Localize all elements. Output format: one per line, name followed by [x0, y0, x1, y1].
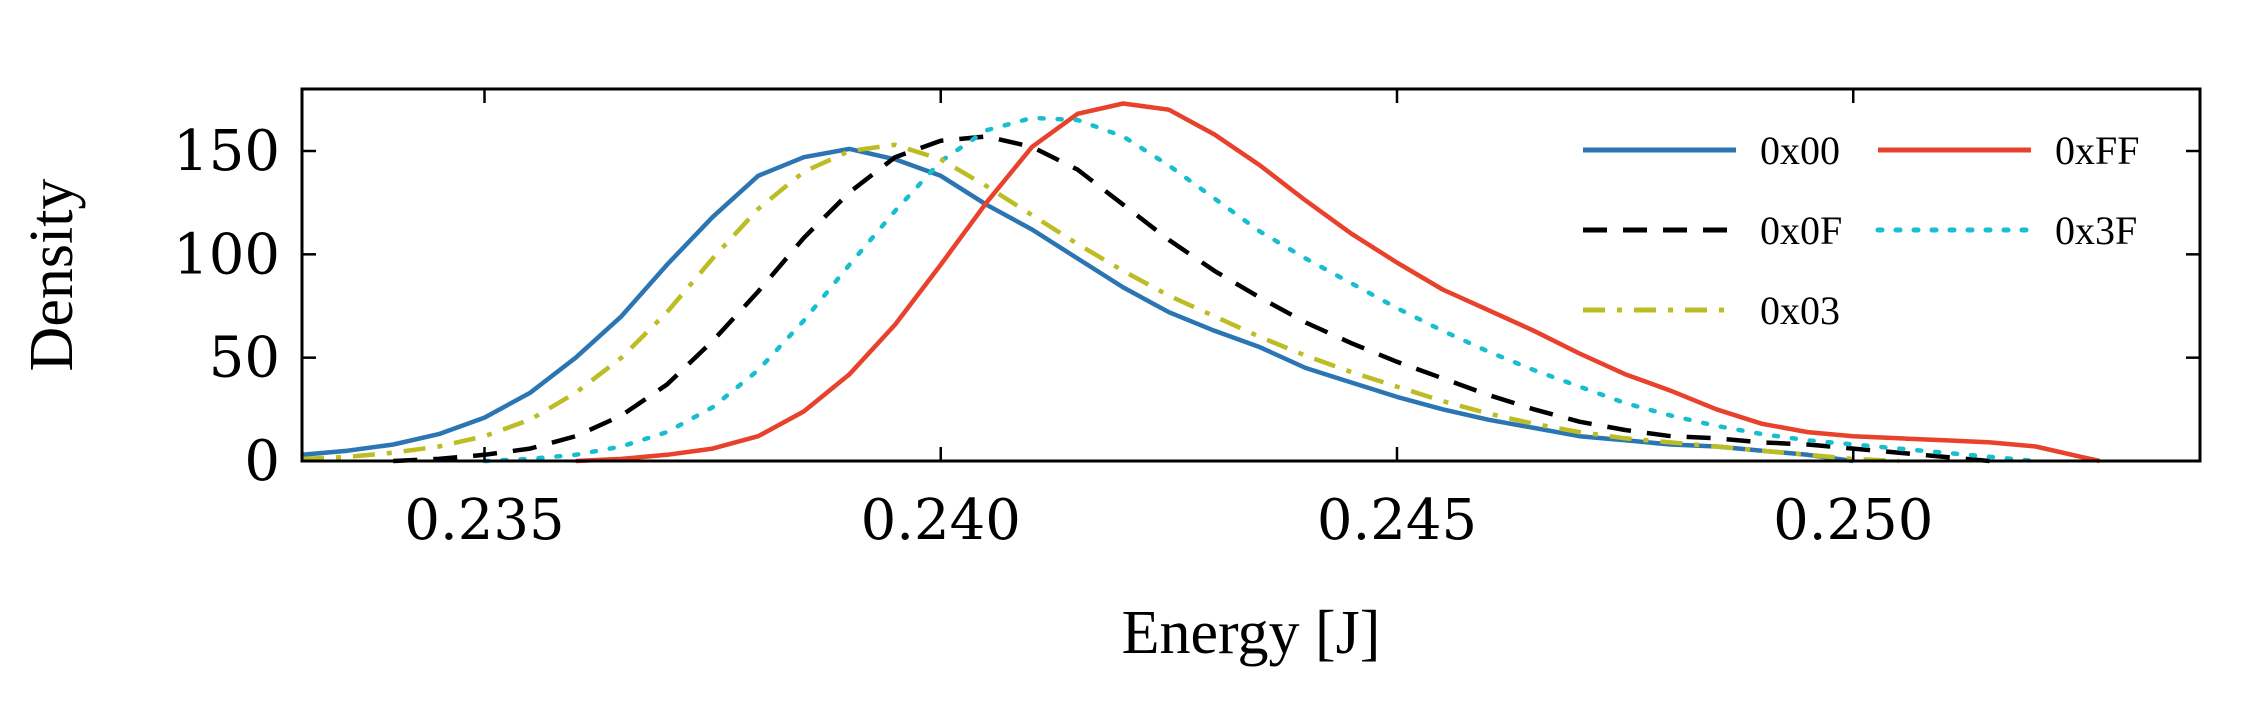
- y-axis-title: Density: [18, 179, 86, 372]
- series-line-0xff: [575, 101, 2101, 464]
- ticks-layer: 0.235 0.240 0.245 0.250 0 50 100 150: [173, 89, 2200, 553]
- y-tick-label: 0: [244, 429, 280, 494]
- y-tick-label: 150: [173, 119, 280, 184]
- series-line-0x03: [301, 142, 1900, 464]
- legend-label-0x3f: 0x3F: [2055, 208, 2137, 253]
- legend-label-0x03: 0x03: [1760, 288, 1840, 333]
- series-line-0x3f: [482, 115, 2038, 464]
- legend: 0x00 0xFF 0x0F 0x3F 0x03: [1583, 128, 2140, 333]
- plot-frame: [300, 87, 2202, 463]
- x-axis-title: Energy [J]: [1122, 599, 1381, 667]
- x-tick-label: 0.250: [1773, 488, 1933, 553]
- x-tick-label: 0.240: [861, 488, 1021, 553]
- x-tick-label: 0.235: [404, 488, 564, 553]
- y-tick-label: 50: [209, 326, 280, 391]
- x-tick-label: 0.245: [1317, 488, 1477, 553]
- series-line-0x0f: [393, 134, 1991, 464]
- series-line-0x00: [301, 146, 1854, 464]
- legend-label-0xff: 0xFF: [2055, 128, 2140, 173]
- legend-label-0x00: 0x00: [1760, 128, 1840, 173]
- legend-label-0x0f: 0x0F: [1760, 208, 1842, 253]
- y-tick-label: 100: [173, 222, 280, 287]
- series-layer: [301, 101, 2101, 464]
